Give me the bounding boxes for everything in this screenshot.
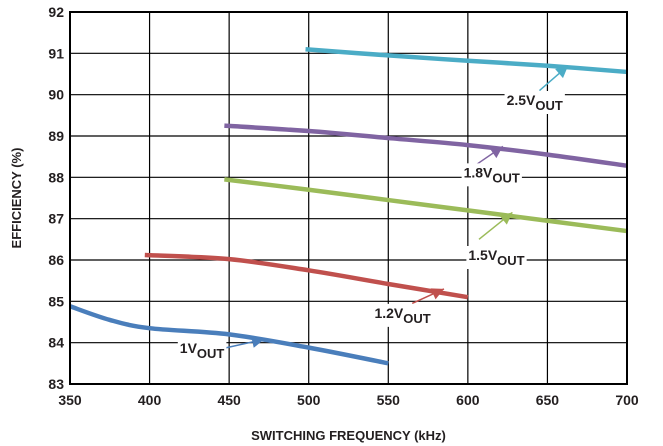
series-label-main: 1.5V — [468, 247, 497, 263]
series-label-subscript: OUT — [492, 170, 520, 185]
series-line-0 — [69, 304, 389, 366]
series-label-background — [177, 339, 227, 362]
series-line-3 — [224, 123, 628, 168]
x-tick-label: 500 — [297, 392, 321, 408]
x-tick-label: 700 — [615, 392, 639, 408]
series-label-background — [466, 246, 527, 269]
series-label: 1.2VOUT — [374, 305, 430, 326]
y-tick-label: 91 — [48, 45, 64, 61]
series-label-background — [461, 163, 522, 187]
series-label: 1.8VOUT — [464, 164, 520, 185]
y-tick-label: 84 — [48, 335, 64, 351]
y-tick-label: 88 — [48, 169, 64, 185]
y-tick-label: 86 — [48, 252, 64, 268]
label-arrow-head — [499, 212, 513, 225]
x-axis-label: SWITCHING FREQUENCY (kHz) — [251, 428, 446, 443]
label-arrow-head — [430, 288, 444, 300]
series-label-main: 1V — [180, 340, 198, 356]
series-line-4 — [305, 46, 628, 75]
y-tick-label: 92 — [48, 4, 64, 20]
label-arrow-head — [251, 336, 265, 348]
y-tick-label: 87 — [48, 211, 64, 227]
y-axis-label: EFFICIENCY (%) — [9, 148, 24, 249]
series-label-subscript: OUT — [535, 98, 563, 113]
series-label-subscript: OUT — [403, 311, 431, 326]
series-label-main: 1.8V — [464, 164, 493, 180]
x-tick-label: 350 — [58, 392, 82, 408]
y-tick-label: 90 — [48, 87, 64, 103]
x-tick-label: 550 — [377, 392, 401, 408]
series-line-1 — [144, 252, 469, 300]
series-label: 1VOUT — [180, 340, 225, 361]
series-label: 2.5VOUT — [507, 92, 563, 113]
y-tick-label: 85 — [48, 293, 64, 309]
series-label: 1.5VOUT — [468, 247, 524, 268]
series-label-background — [504, 91, 565, 114]
label-arrow-head — [489, 146, 503, 159]
series-label-main: 2.5V — [507, 92, 536, 108]
series-label-subscript: OUT — [197, 346, 225, 361]
series-lines — [69, 46, 628, 366]
series-label-background — [372, 303, 433, 327]
series-label-main: 1.2V — [374, 305, 403, 321]
y-tick-label: 83 — [48, 376, 64, 392]
series-line-2 — [224, 177, 628, 234]
x-tick-label: 450 — [217, 392, 241, 408]
label-arrow-head — [555, 65, 569, 79]
series-label-subscript: OUT — [497, 253, 525, 268]
x-tick-label: 650 — [536, 392, 560, 408]
y-tick-label: 89 — [48, 128, 64, 144]
plot-frame — [69, 11, 628, 385]
x-tick-label: 400 — [138, 392, 162, 408]
tick-labels: 350 400 450 500 550 600 650 700 83 84 85 86 87 88 89 90… — [48, 4, 638, 408]
x-tick-label: 600 — [456, 392, 480, 408]
